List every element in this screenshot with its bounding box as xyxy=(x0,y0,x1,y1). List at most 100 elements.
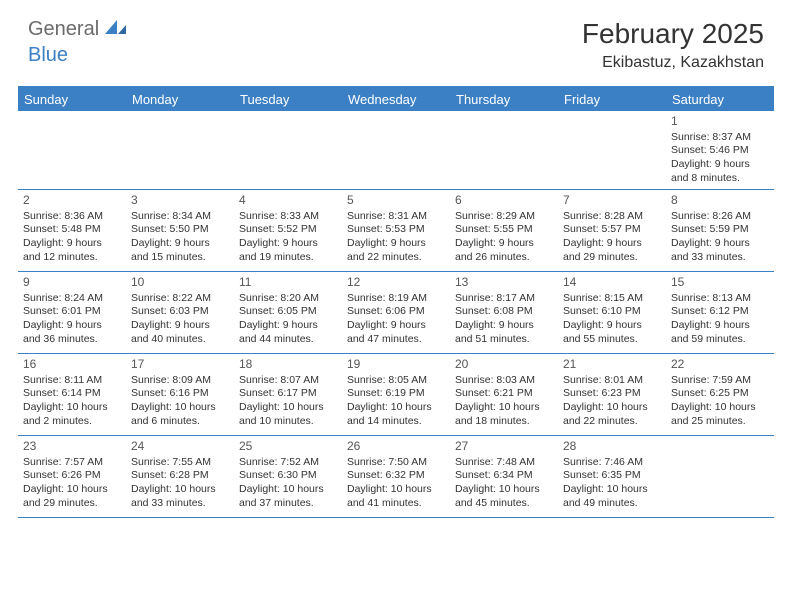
sunrise-line: Sunrise: 8:24 AM xyxy=(23,292,121,306)
daylight-line: Daylight: 10 hours and 10 minutes. xyxy=(239,401,337,428)
sunrise-line: Sunrise: 8:19 AM xyxy=(347,292,445,306)
sunset-line: Sunset: 6:19 PM xyxy=(347,387,445,401)
calendar-cell: 21Sunrise: 8:01 AMSunset: 6:23 PMDayligh… xyxy=(558,354,666,435)
sunset-line: Sunset: 6:21 PM xyxy=(455,387,553,401)
sunset-line: Sunset: 6:01 PM xyxy=(23,305,121,319)
sunset-line: Sunset: 5:57 PM xyxy=(563,223,661,237)
calendar-cell xyxy=(558,111,666,189)
calendar-cell: 28Sunrise: 7:46 AMSunset: 6:35 PMDayligh… xyxy=(558,436,666,517)
sunrise-line: Sunrise: 7:59 AM xyxy=(671,374,769,388)
calendar-cell: 19Sunrise: 8:05 AMSunset: 6:19 PMDayligh… xyxy=(342,354,450,435)
day-number: 23 xyxy=(23,439,121,455)
sunrise-line: Sunrise: 8:28 AM xyxy=(563,210,661,224)
calendar-cell: 4Sunrise: 8:33 AMSunset: 5:52 PMDaylight… xyxy=(234,190,342,271)
sunrise-line: Sunrise: 8:20 AM xyxy=(239,292,337,306)
week-row: 16Sunrise: 8:11 AMSunset: 6:14 PMDayligh… xyxy=(18,354,774,436)
day-number: 1 xyxy=(671,114,769,130)
daylight-line: Daylight: 9 hours and 29 minutes. xyxy=(563,237,661,264)
day-number: 12 xyxy=(347,275,445,291)
sunset-line: Sunset: 6:05 PM xyxy=(239,305,337,319)
sunset-line: Sunset: 5:48 PM xyxy=(23,223,121,237)
calendar-cell: 15Sunrise: 8:13 AMSunset: 6:12 PMDayligh… xyxy=(666,272,774,353)
sunset-line: Sunset: 6:23 PM xyxy=(563,387,661,401)
sunset-line: Sunset: 6:08 PM xyxy=(455,305,553,319)
calendar-cell: 8Sunrise: 8:26 AMSunset: 5:59 PMDaylight… xyxy=(666,190,774,271)
day-number: 3 xyxy=(131,193,229,209)
sunrise-line: Sunrise: 7:55 AM xyxy=(131,456,229,470)
page-title: February 2025 xyxy=(582,18,764,50)
sunset-line: Sunset: 6:26 PM xyxy=(23,469,121,483)
calendar-cell xyxy=(666,436,774,517)
sunrise-line: Sunrise: 8:01 AM xyxy=(563,374,661,388)
day-header-row: SundayMondayTuesdayWednesdayThursdayFrid… xyxy=(18,88,774,111)
calendar-cell: 11Sunrise: 8:20 AMSunset: 6:05 PMDayligh… xyxy=(234,272,342,353)
sunset-line: Sunset: 5:53 PM xyxy=(347,223,445,237)
sunrise-line: Sunrise: 8:26 AM xyxy=(671,210,769,224)
sunrise-line: Sunrise: 7:46 AM xyxy=(563,456,661,470)
day-number: 8 xyxy=(671,193,769,209)
calendar-cell: 1Sunrise: 8:37 AMSunset: 5:46 PMDaylight… xyxy=(666,111,774,189)
daylight-line: Daylight: 9 hours and 55 minutes. xyxy=(563,319,661,346)
week-row: 2Sunrise: 8:36 AMSunset: 5:48 PM Daylight… xyxy=(18,190,774,272)
sunset-line: Sunset: 6:03 PM xyxy=(131,305,229,319)
day-header: Thursday xyxy=(450,88,558,111)
daylight-line: Daylight: 10 hours and 49 minutes. xyxy=(563,483,661,510)
day-number: 6 xyxy=(455,193,553,209)
daylight-line: Daylight: 10 hours and 29 minutes. xyxy=(23,483,121,510)
logo-text-blue: Blue xyxy=(28,44,68,66)
logo: General xyxy=(28,18,131,41)
sunrise-line: Sunrise: 8:15 AM xyxy=(563,292,661,306)
daylight-line: Daylight: 9 hours and 33 minutes. xyxy=(671,237,769,264)
day-number: 13 xyxy=(455,275,553,291)
day-header: Monday xyxy=(126,88,234,111)
calendar: SundayMondayTuesdayWednesdayThursdayFrid… xyxy=(18,86,774,518)
calendar-cell: 24Sunrise: 7:55 AMSunset: 6:28 PMDayligh… xyxy=(126,436,234,517)
sunset-line: Sunset: 6:25 PM xyxy=(671,387,769,401)
day-number: 24 xyxy=(131,439,229,455)
daylight-line: Daylight: 10 hours and 22 minutes. xyxy=(563,401,661,428)
sunset-line: Sunset: 5:55 PM xyxy=(455,223,553,237)
daylight-line: Daylight: 10 hours and 37 minutes. xyxy=(239,483,337,510)
calendar-cell: 17Sunrise: 8:09 AMSunset: 6:16 PMDayligh… xyxy=(126,354,234,435)
daylight-line: Daylight: 10 hours and 25 minutes. xyxy=(671,401,769,428)
calendar-cell: 6Sunrise: 8:29 AMSunset: 5:55 PMDaylight… xyxy=(450,190,558,271)
day-number: 25 xyxy=(239,439,337,455)
calendar-cell xyxy=(234,111,342,189)
calendar-cell: 3Sunrise: 8:34 AMSunset: 5:50 PMDaylight… xyxy=(126,190,234,271)
day-number: 18 xyxy=(239,357,337,373)
sunset-line: Sunset: 6:06 PM xyxy=(347,305,445,319)
sunset-line: Sunset: 6:17 PM xyxy=(239,387,337,401)
calendar-cell: 9Sunrise: 8:24 AMSunset: 6:01 PMDaylight… xyxy=(18,272,126,353)
day-number: 2 xyxy=(23,193,121,209)
calendar-cell xyxy=(342,111,450,189)
sunrise-line: Sunrise: 7:57 AM xyxy=(23,456,121,470)
sunset-line: Sunset: 5:50 PM xyxy=(131,223,229,237)
sunrise-line: Sunrise: 8:07 AM xyxy=(239,374,337,388)
daylight-line: Daylight: 10 hours and 33 minutes. xyxy=(131,483,229,510)
daylight-line: Daylight: 10 hours and 6 minutes. xyxy=(131,401,229,428)
daylight-line: Daylight: 10 hours and 41 minutes. xyxy=(347,483,445,510)
calendar-cell: 25Sunrise: 7:52 AMSunset: 6:30 PMDayligh… xyxy=(234,436,342,517)
sunset-line: Sunset: 6:35 PM xyxy=(563,469,661,483)
sunset-line: Sunset: 5:52 PM xyxy=(239,223,337,237)
logo-sail-icon xyxy=(105,18,127,41)
calendar-cell xyxy=(450,111,558,189)
location-label: Ekibastuz, Kazakhstan xyxy=(582,54,764,72)
sunrise-line: Sunrise: 8:11 AM xyxy=(23,374,121,388)
daylight-line: Daylight: 10 hours and 45 minutes. xyxy=(455,483,553,510)
week-row: 23Sunrise: 7:57 AMSunset: 6:26 PMDayligh… xyxy=(18,436,774,518)
week-row: 1Sunrise: 8:37 AMSunset: 5:46 PMDaylight… xyxy=(18,111,774,190)
day-number: 22 xyxy=(671,357,769,373)
daylight-line: Daylight: 9 hours and 59 minutes. xyxy=(671,319,769,346)
sunset-line: Sunset: 5:59 PM xyxy=(671,223,769,237)
sunrise-line: Sunrise: 8:37 AM xyxy=(671,131,769,145)
day-number: 27 xyxy=(455,439,553,455)
sunrise-line: Sunrise: 8:36 AM xyxy=(23,210,121,224)
sunset-line: Sunset: 5:46 PM xyxy=(671,144,769,158)
week-row: 9Sunrise: 8:24 AMSunset: 6:01 PMDaylight… xyxy=(18,272,774,354)
day-header: Wednesday xyxy=(342,88,450,111)
day-number: 28 xyxy=(563,439,661,455)
logo-text-general: General xyxy=(28,18,99,41)
sunset-line: Sunset: 6:12 PM xyxy=(671,305,769,319)
title-block: February 2025 Ekibastuz, Kazakhstan xyxy=(582,18,764,72)
